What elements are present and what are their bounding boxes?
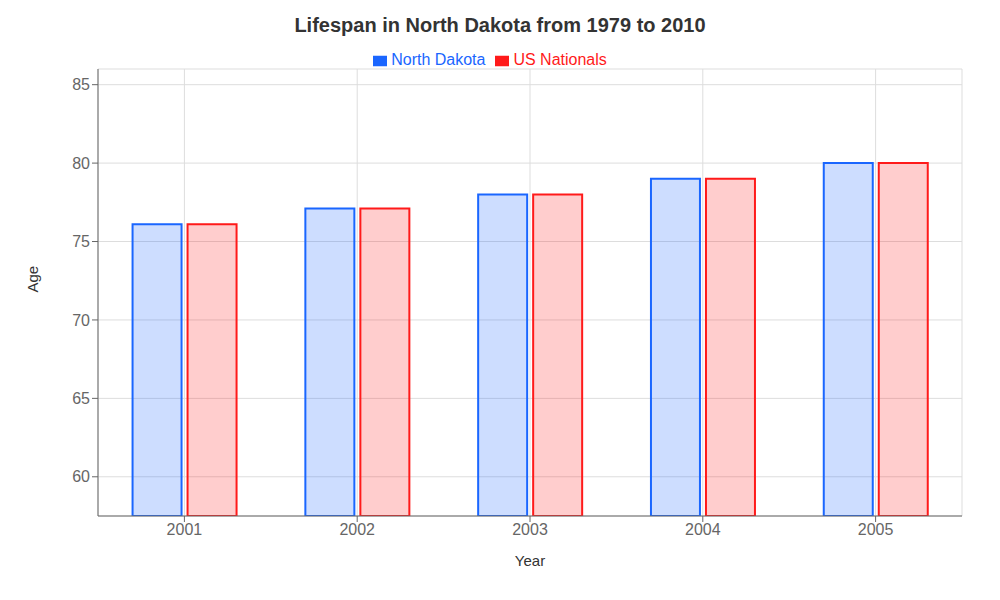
svg-text:70: 70: [72, 312, 90, 329]
html-text:Lifespan in North Dakota from: Lifespan in North Dakota from 1979 to 20…: [294, 14, 706, 36]
html-text:US Nationals: US Nationals: [513, 51, 607, 68]
svg-text:65: 65: [72, 390, 90, 407]
svg-text:2002: 2002: [339, 521, 375, 538]
html-text:North Dakota: North Dakota: [391, 51, 486, 68]
svg-text:2005: 2005: [858, 521, 894, 538]
svg-text:Age: Age: [24, 266, 41, 293]
svg-text:85: 85: [72, 76, 90, 93]
svg-text:Year: Year: [515, 552, 545, 569]
svg-text:60: 60: [72, 468, 90, 485]
svg-text:2004: 2004: [685, 521, 721, 538]
svg-text:80: 80: [72, 155, 90, 172]
svg-text:2001: 2001: [167, 521, 203, 538]
svg-text:2003: 2003: [512, 521, 548, 538]
svg-text:75: 75: [72, 233, 90, 250]
